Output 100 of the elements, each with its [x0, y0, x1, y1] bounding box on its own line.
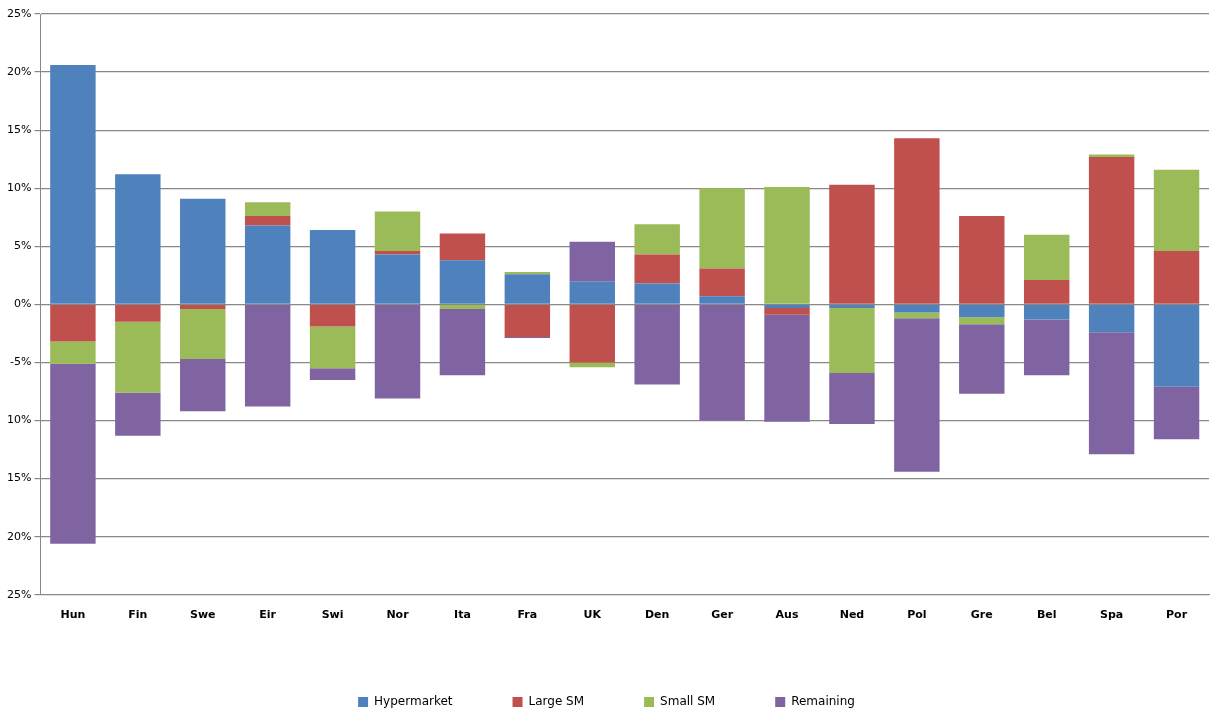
bar — [829, 372, 875, 425]
bar — [894, 305, 940, 313]
x-tick-label: Den — [644, 608, 670, 622]
bar — [244, 305, 291, 407]
x-tick-label: Hun — [60, 608, 86, 622]
bar — [1023, 234, 1070, 281]
bar — [115, 392, 161, 436]
bar — [699, 268, 745, 297]
bar — [309, 305, 356, 327]
bar — [764, 305, 810, 308]
x-tick-label: Fra — [517, 608, 538, 622]
bar — [1023, 305, 1070, 320]
bar — [634, 224, 680, 255]
bar — [1153, 250, 1200, 304]
bar — [180, 359, 226, 412]
x-tick-label: Por — [1166, 608, 1188, 622]
bar — [504, 305, 551, 337]
bar — [374, 254, 421, 304]
bar — [1023, 319, 1070, 376]
x-tick-label: Swe — [189, 608, 216, 622]
bar — [374, 211, 421, 251]
x-tick-label: Eir — [259, 608, 277, 622]
bar — [764, 307, 810, 315]
bar — [244, 216, 291, 226]
bar — [180, 309, 226, 359]
bar — [764, 314, 810, 422]
bar — [504, 274, 551, 304]
bar — [309, 326, 356, 369]
bar — [634, 305, 680, 385]
x-tick-label: Spa — [1100, 608, 1124, 622]
bar — [959, 317, 1005, 325]
bar — [764, 187, 810, 304]
bar — [569, 241, 615, 282]
bar — [439, 260, 486, 304]
bar — [894, 318, 940, 472]
y-tick-label: 20% — [7, 529, 32, 543]
legend-label: Small SM — [660, 694, 716, 709]
x-tick-label: UK — [583, 608, 602, 622]
bar — [439, 233, 486, 261]
bar — [699, 296, 745, 304]
bar — [634, 254, 680, 284]
bar — [569, 362, 615, 368]
y-tick-label: 0% — [14, 297, 32, 311]
x-tick-label: Aus — [775, 608, 799, 622]
x-tick-label: Ita — [454, 608, 471, 622]
bar — [699, 188, 745, 269]
bar — [959, 324, 1005, 394]
bar — [309, 230, 356, 304]
bar — [374, 305, 421, 399]
bar — [180, 198, 226, 304]
bar — [115, 305, 161, 322]
bar — [244, 202, 291, 217]
bar — [699, 305, 745, 421]
x-tick-label: Pol — [907, 608, 927, 622]
bar — [959, 305, 1005, 318]
y-tick-label: 25% — [7, 6, 32, 20]
y-tick-label: 25% — [7, 587, 32, 601]
bar — [50, 65, 96, 304]
x-tick-label: Gre — [970, 608, 993, 622]
x-tick-label: Ned — [839, 608, 865, 622]
legend-label: Large SM — [528, 694, 585, 709]
legend-label: Hypermarket — [374, 694, 453, 709]
bar — [1153, 386, 1200, 440]
y-tick-label: -5% — [10, 355, 32, 369]
y-tick-label: 15% — [7, 471, 32, 485]
bar — [1153, 305, 1200, 387]
x-tick-label: Fin — [128, 608, 148, 622]
bar — [439, 309, 486, 376]
y-tick-label: 15% — [7, 123, 32, 137]
bar — [50, 341, 96, 364]
bar — [1023, 280, 1070, 304]
bar — [180, 305, 226, 310]
bar — [829, 184, 875, 304]
y-tick-label: 5% — [14, 239, 32, 253]
bar — [1088, 332, 1135, 455]
bar — [244, 225, 291, 304]
bar — [439, 305, 486, 310]
bar — [1088, 305, 1135, 333]
bar — [50, 363, 96, 544]
x-tick-label: Nor — [386, 608, 410, 622]
bar — [569, 305, 615, 363]
bar — [894, 138, 940, 304]
legend-label: Remaining — [791, 694, 855, 709]
bar — [1088, 156, 1135, 304]
x-tick-label: Ger — [711, 608, 734, 622]
x-tick-label: Swi — [321, 608, 344, 622]
y-tick-label: 20% — [7, 64, 32, 78]
bar — [309, 368, 356, 380]
y-tick-label: 10% — [7, 181, 32, 195]
bar — [115, 174, 161, 304]
x-tick-label: Bel — [1036, 608, 1057, 622]
y-tick-label: 10% — [7, 413, 32, 427]
bar — [1153, 169, 1200, 251]
bar — [634, 283, 680, 304]
bar — [829, 305, 875, 308]
bar — [959, 216, 1005, 304]
bar — [115, 321, 161, 393]
bar — [569, 281, 615, 304]
bar — [50, 305, 96, 342]
bar — [829, 307, 875, 373]
